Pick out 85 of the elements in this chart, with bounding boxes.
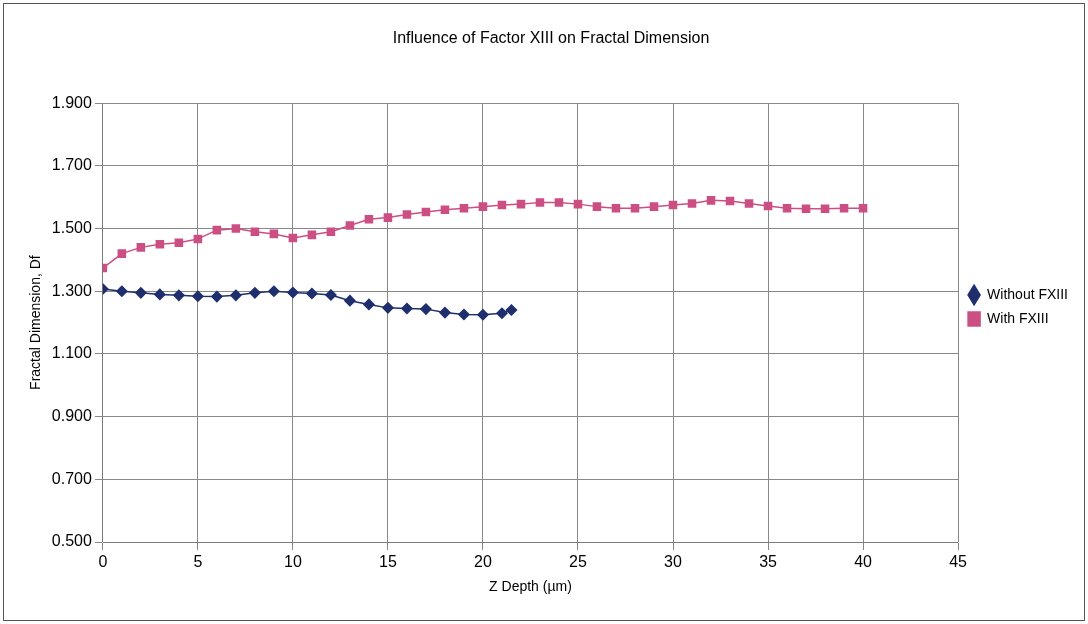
point	[439, 306, 451, 319]
legend-label: With FXIII	[987, 309, 1049, 326]
point	[344, 294, 356, 307]
x-tick-label: 25	[569, 553, 587, 571]
point	[421, 207, 431, 217]
point	[231, 224, 241, 233]
point	[744, 199, 754, 208]
point	[135, 287, 147, 299]
x-tick-label: 10	[284, 553, 302, 571]
y-tick-label: 1.700	[51, 156, 92, 174]
point	[497, 200, 507, 210]
x-tick-label: 45	[949, 553, 968, 571]
y-tick-label: 1.500	[51, 218, 92, 236]
point	[325, 289, 337, 301]
point	[364, 214, 374, 224]
point	[440, 205, 450, 215]
point	[573, 199, 583, 209]
point	[535, 198, 545, 207]
y-tick-label: 1.900	[51, 93, 92, 111]
y-axis-title: Fractal Dimension, Df	[27, 255, 44, 390]
y-tick-label: 1.100	[51, 344, 92, 362]
point	[801, 204, 811, 214]
point	[611, 203, 621, 213]
point	[288, 233, 298, 243]
point	[268, 285, 280, 298]
point	[516, 199, 526, 209]
point	[306, 287, 318, 300]
point	[820, 204, 830, 214]
point	[763, 201, 773, 211]
point	[458, 308, 470, 321]
point	[782, 203, 792, 213]
point	[154, 288, 166, 301]
point	[230, 289, 242, 302]
point	[459, 203, 469, 213]
point	[249, 287, 261, 299]
point	[250, 227, 260, 236]
point	[117, 249, 127, 258]
x-tick-label: 35	[759, 553, 778, 571]
y-tick-label: 0.500	[51, 532, 92, 550]
point	[116, 285, 128, 298]
point	[402, 210, 412, 219]
point	[401, 302, 413, 315]
point	[725, 196, 735, 206]
point	[193, 234, 203, 244]
point	[839, 203, 849, 213]
point	[173, 289, 185, 302]
point	[382, 302, 394, 314]
point	[211, 290, 223, 303]
y-tick-label: 0.700	[51, 469, 92, 487]
point	[668, 200, 678, 210]
point	[155, 239, 165, 249]
x-tick-label: 20	[474, 553, 492, 571]
point	[212, 225, 222, 235]
x-tick-label: 0	[98, 553, 108, 571]
x-tick-label: 40	[854, 553, 873, 571]
x-tick-label: 5	[193, 553, 203, 571]
point	[554, 198, 564, 207]
chart-title: Influence of Factor XIII on Fractal Dimension	[392, 29, 710, 47]
point	[505, 304, 518, 316]
point	[307, 230, 317, 240]
point	[174, 238, 184, 247]
point	[420, 303, 432, 315]
point	[326, 227, 336, 236]
point	[592, 202, 602, 211]
point	[630, 203, 640, 213]
point	[345, 221, 355, 230]
point	[477, 309, 489, 321]
x-tick-label: 30	[664, 553, 683, 571]
point	[287, 286, 299, 299]
point	[383, 213, 393, 222]
point	[269, 229, 279, 239]
point	[363, 298, 375, 311]
point	[478, 202, 488, 211]
legend-label: Without FXIII	[987, 285, 1069, 302]
point	[496, 307, 508, 319]
point	[706, 196, 716, 205]
x-axis-title: Z Depth (µm)	[489, 578, 572, 595]
point	[192, 290, 204, 303]
y-tick-label: 1.300	[51, 281, 92, 299]
x-tick-label: 15	[379, 553, 397, 571]
point	[858, 203, 868, 213]
point	[687, 199, 697, 208]
y-tick-label: 0.900	[51, 407, 92, 425]
point	[136, 243, 146, 252]
point	[649, 202, 659, 211]
